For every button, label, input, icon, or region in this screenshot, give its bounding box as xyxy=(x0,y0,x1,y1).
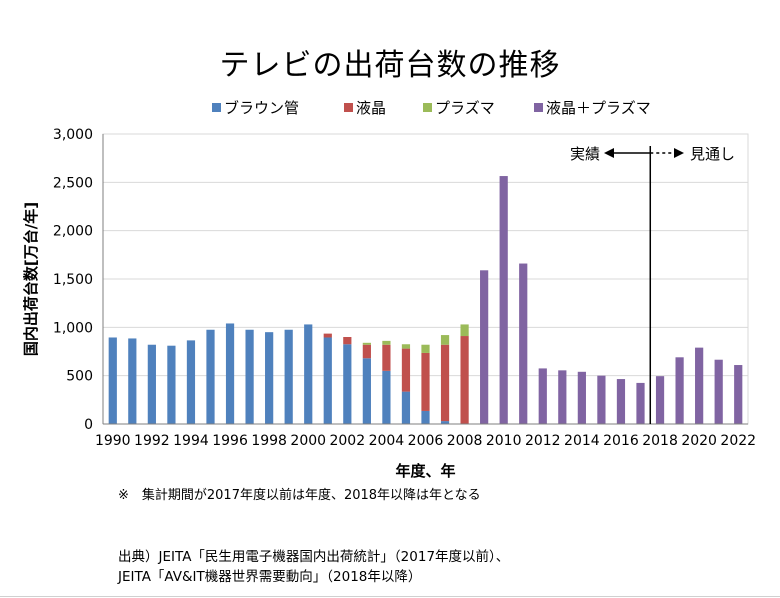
legend-label-lcd-plasma: 液晶＋プラズマ xyxy=(546,99,651,117)
x-tick-label: 2016 xyxy=(603,433,639,449)
y-axis-title: 国内出荷台数[万台/年] xyxy=(22,202,40,356)
bar-2005-series-2 xyxy=(401,344,411,349)
y-tick-label: 2,000 xyxy=(53,224,93,240)
x-tick-label: 2004 xyxy=(369,433,405,449)
bar-2019-series-3 xyxy=(675,357,684,424)
legend-label-lcd: 液晶 xyxy=(356,99,387,117)
x-tick-label: 1992 xyxy=(134,433,170,449)
bar-2005-series-0 xyxy=(401,391,411,424)
bar-2014-series-3 xyxy=(577,371,586,424)
footnote: ※ 集計期間が2017年度以前は年度、2018年以降は年となる xyxy=(118,488,481,503)
source-line-2: JEITA「AV&IT機器世界需要動向」（2018年以降） xyxy=(118,569,422,585)
x-tick-label: 2012 xyxy=(525,433,561,449)
bar-2001-series-1 xyxy=(323,333,332,338)
bar-2015-series-3 xyxy=(597,375,606,424)
legend-swatch-lcd xyxy=(344,103,353,112)
bar-2006-series-1 xyxy=(421,352,430,411)
bars xyxy=(108,176,743,424)
bar-1991-series-0 xyxy=(128,338,137,424)
bar-2008-series-2 xyxy=(460,324,469,337)
forecast-label: 見通し xyxy=(690,145,735,163)
x-tick-label: 1990 xyxy=(95,433,131,449)
page-divider xyxy=(0,596,780,597)
bar-2006-series-2 xyxy=(421,344,430,353)
bar-1993-series-0 xyxy=(167,345,176,424)
x-tick-label: 1996 xyxy=(212,433,248,449)
legend-item-plasma: プラズマ xyxy=(423,97,495,118)
bar-2000-series-0 xyxy=(304,324,313,424)
x-tick-label: 2008 xyxy=(447,433,483,449)
bar-2003-series-0 xyxy=(362,358,371,424)
y-tick-label: 2,500 xyxy=(53,175,93,191)
bar-2016-series-3 xyxy=(616,379,626,424)
actual-arrow-head xyxy=(604,148,614,158)
bar-1998-series-0 xyxy=(265,332,274,424)
bar-2020-series-3 xyxy=(695,347,704,424)
bar-2002-series-1 xyxy=(343,337,352,345)
bar-2022-series-3 xyxy=(734,365,743,424)
bar-2001-series-0 xyxy=(323,337,332,424)
bar-2004-series-2 xyxy=(382,340,391,345)
actual-label: 実績 xyxy=(570,145,600,163)
bar-2008-series-1 xyxy=(460,336,469,424)
bar-1999-series-0 xyxy=(284,329,293,424)
bar-2021-series-3 xyxy=(714,359,723,424)
bar-2007-series-2 xyxy=(440,335,450,345)
legend-swatch-plasma xyxy=(423,103,432,112)
bar-1992-series-0 xyxy=(147,344,156,424)
bar-2018-series-3 xyxy=(655,376,665,424)
y-tick-label: 1,000 xyxy=(53,320,93,336)
x-tick-label: 2002 xyxy=(329,433,365,449)
x-tick-label: 2018 xyxy=(642,433,678,449)
bar-2005-series-1 xyxy=(401,348,411,392)
bar-2017-series-3 xyxy=(636,382,645,424)
x-tick-label: 2000 xyxy=(290,433,326,449)
bar-2007-series-0 xyxy=(440,421,450,424)
x-tick-label: 2022 xyxy=(720,433,756,449)
bar-2011-series-3 xyxy=(519,263,528,424)
legend-swatch-lcd-plasma xyxy=(534,103,543,112)
bar-2007-series-1 xyxy=(440,344,450,422)
legend-item-lcd-plasma: 液晶＋プラズマ xyxy=(534,97,651,118)
bar-2004-series-1 xyxy=(382,344,391,371)
bar-2012-series-3 xyxy=(538,368,547,424)
chart-title: テレビの出荷台数の推移 xyxy=(219,48,561,83)
x-axis-title: 年度、年 xyxy=(395,462,455,480)
y-tick-label: 0 xyxy=(84,417,93,433)
legend-item-lcd: 液晶 xyxy=(344,97,386,118)
source-line-1: 出典）JEITA「民生用電子機器国内出荷統計」（2017年度以前）、 xyxy=(118,549,510,565)
y-tick-label: 500 xyxy=(66,369,93,385)
bar-1994-series-0 xyxy=(186,340,196,424)
bar-1995-series-0 xyxy=(206,329,215,424)
bar-2006-series-0 xyxy=(421,410,430,424)
forecast-arrow-head xyxy=(674,148,684,158)
legend-label-plasma: プラズマ xyxy=(435,99,495,117)
x-tick-label: 2014 xyxy=(564,433,600,449)
y-tick-label: 1,500 xyxy=(53,272,93,288)
x-tick-label: 2006 xyxy=(408,433,444,449)
bar-2004-series-0 xyxy=(382,370,391,424)
bar-2003-series-1 xyxy=(362,344,371,359)
bar-1996-series-0 xyxy=(225,323,235,424)
bar-1997-series-0 xyxy=(245,329,254,424)
annotations: 実績 見通し xyxy=(570,145,735,424)
legend-label-crt: ブラウン管 xyxy=(224,99,300,117)
legend-swatch-crt xyxy=(212,103,221,112)
bar-2009-series-3 xyxy=(480,270,489,424)
legend-item-crt: ブラウン管 xyxy=(212,97,299,118)
bar-2010-series-3 xyxy=(499,176,508,424)
x-tick-label: 2020 xyxy=(681,433,717,449)
y-tick-label: 3,000 xyxy=(53,127,93,143)
bar-1990-series-0 xyxy=(108,337,117,424)
x-tick-label: 1994 xyxy=(173,433,209,449)
x-tick-label: 2010 xyxy=(486,433,522,449)
x-tick-label: 1998 xyxy=(251,433,287,449)
bar-2013-series-3 xyxy=(558,370,567,424)
bar-2003-series-2 xyxy=(362,342,371,345)
bar-2002-series-0 xyxy=(343,344,352,424)
